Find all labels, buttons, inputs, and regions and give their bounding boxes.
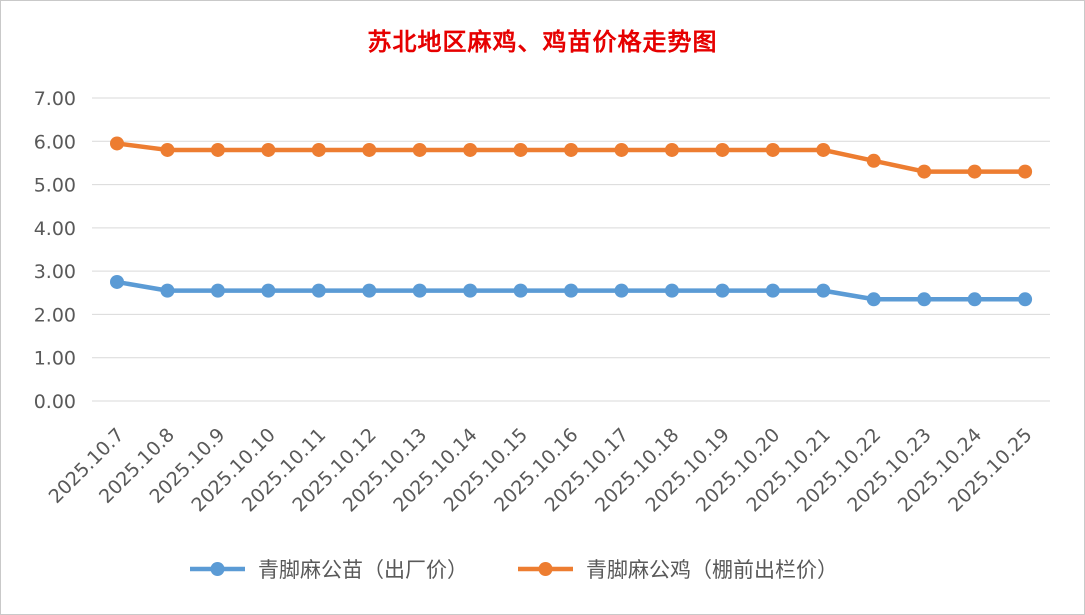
data-point	[160, 283, 175, 298]
data-point	[261, 283, 276, 298]
data-point	[210, 142, 225, 157]
y-tick-label: 1.00	[34, 348, 76, 370]
chart-title: 苏北地区麻鸡、鸡苗价格走势图	[367, 27, 718, 56]
data-point	[866, 153, 881, 168]
y-tick-label: 3.00	[34, 261, 76, 283]
data-point	[160, 142, 175, 157]
legend: 青脚麻公苗（出厂价） 青脚麻公鸡（棚前出栏价）	[190, 558, 838, 582]
y-tick-label: 7.00	[34, 88, 76, 110]
series-2	[110, 136, 1033, 179]
data-point	[362, 142, 377, 157]
data-point	[967, 292, 982, 307]
data-point	[1018, 292, 1033, 307]
data-point	[816, 142, 831, 157]
legend-entry: 青脚麻公苗（出厂价）	[190, 558, 468, 582]
data-point	[765, 142, 780, 157]
y-tick-label: 2.00	[34, 304, 76, 326]
data-point	[715, 142, 730, 157]
data-point	[917, 292, 932, 307]
legend-swatch-marker	[210, 562, 225, 576]
data-point	[463, 142, 478, 157]
data-point	[715, 283, 730, 298]
y-tick-label: 6.00	[34, 131, 76, 153]
data-point	[110, 136, 124, 151]
data-point	[210, 283, 225, 298]
y-axis-tick-labels: 0.00 1.00 2.00 3.00 4.00 5.00 6.00 7.00	[34, 88, 76, 413]
y-tick-label: 0.00	[34, 391, 76, 413]
data-point	[412, 283, 427, 298]
data-point	[765, 283, 780, 298]
data-point	[362, 283, 377, 298]
data-point	[463, 283, 478, 298]
data-point	[664, 142, 679, 157]
gridlines	[92, 97, 1050, 402]
data-point	[564, 142, 579, 157]
data-point	[614, 142, 629, 157]
data-point	[311, 142, 326, 157]
y-tick-label: 4.00	[34, 218, 76, 240]
legend-label: 青脚麻公苗（出厂价）	[258, 558, 468, 582]
data-point	[564, 283, 579, 298]
data-point	[967, 164, 982, 179]
data-point	[311, 283, 326, 298]
data-point	[614, 283, 629, 298]
data-point	[917, 164, 932, 179]
legend-swatch-marker	[538, 562, 553, 576]
data-point	[513, 283, 528, 298]
legend-label: 青脚麻公鸡（棚前出栏价）	[586, 558, 838, 582]
data-point	[816, 283, 831, 298]
data-point	[110, 274, 124, 289]
y-tick-label: 5.00	[34, 175, 76, 197]
series-lines	[110, 136, 1033, 307]
data-point	[1018, 164, 1033, 179]
data-point	[513, 142, 528, 157]
data-point	[412, 142, 427, 157]
series-1	[110, 274, 1033, 307]
data-point	[261, 142, 276, 157]
legend-entry: 青脚麻公鸡（棚前出栏价）	[518, 558, 838, 582]
x-axis-tick-labels: 2025.10.72025.10.82025.10.92025.10.10202…	[45, 424, 1037, 516]
data-point	[664, 283, 679, 298]
data-point	[866, 292, 881, 307]
